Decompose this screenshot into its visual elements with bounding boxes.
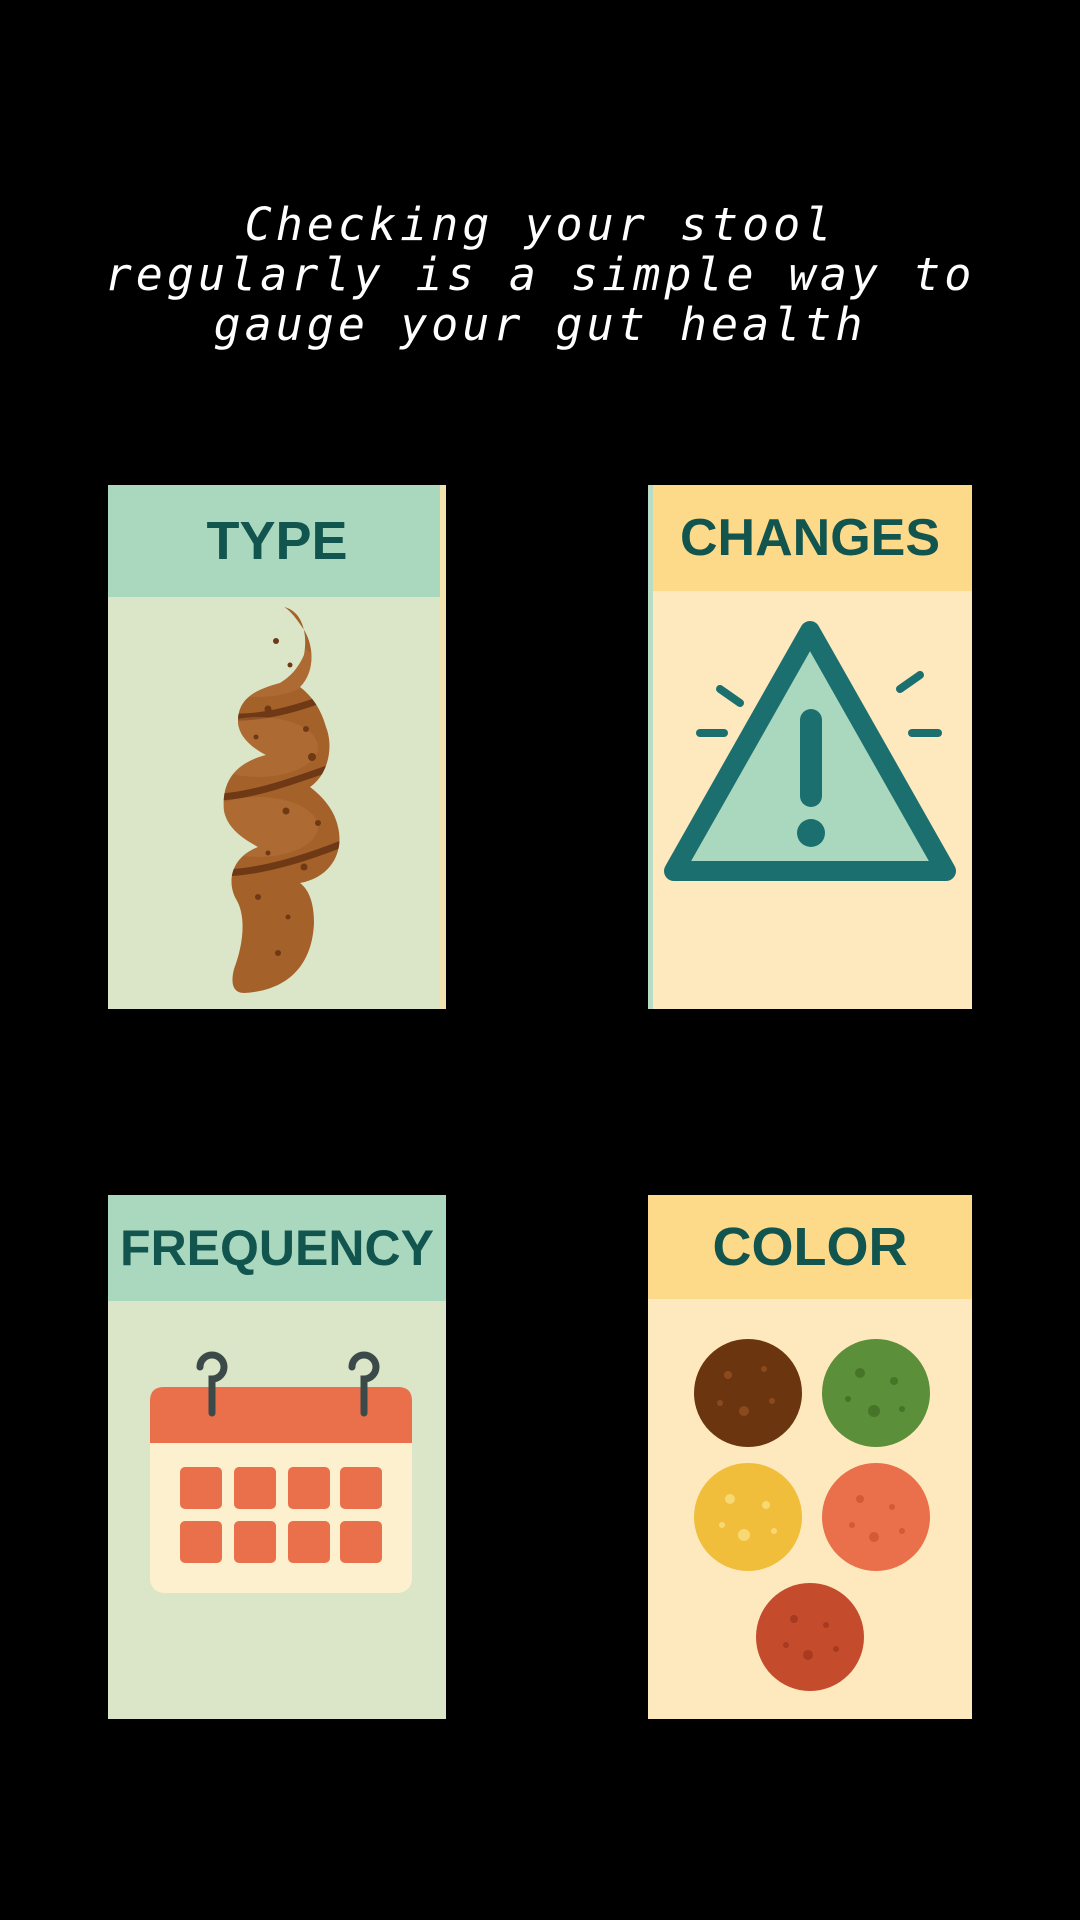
card-frequency-header: FREQUENCY bbox=[108, 1195, 446, 1301]
card-changes-title: CHANGES bbox=[679, 509, 941, 567]
swatch-brown bbox=[694, 1339, 802, 1447]
card-type-header: TYPE bbox=[108, 485, 446, 597]
swatch-yellow bbox=[694, 1463, 802, 1571]
calendar-icon bbox=[108, 1301, 446, 1719]
card-frequency-title: FREQUENCY bbox=[120, 1220, 434, 1276]
stool-swirl-icon bbox=[108, 597, 446, 1009]
swatch-green bbox=[822, 1339, 930, 1447]
card-color-header: COLOR bbox=[648, 1195, 972, 1299]
color-swatches-icon bbox=[648, 1299, 972, 1719]
warning-triangle-icon bbox=[648, 591, 972, 1009]
card-type: TYPE bbox=[108, 485, 446, 1009]
card-changes-edge bbox=[648, 485, 653, 1009]
headline: Checking your stool regularly is a simpl… bbox=[104, 198, 976, 351]
swatch-red bbox=[756, 1583, 864, 1691]
card-frequency: FREQUENCY bbox=[108, 1195, 446, 1719]
card-changes-header: CHANGES bbox=[648, 485, 972, 591]
card-color: COLOR bbox=[648, 1195, 972, 1719]
swatch-orange bbox=[822, 1463, 930, 1571]
card-changes: CHANGES bbox=[648, 485, 972, 1009]
card-type-title: TYPE bbox=[206, 511, 348, 571]
card-color-title: COLOR bbox=[712, 1217, 908, 1277]
card-type-edge bbox=[440, 485, 446, 1009]
